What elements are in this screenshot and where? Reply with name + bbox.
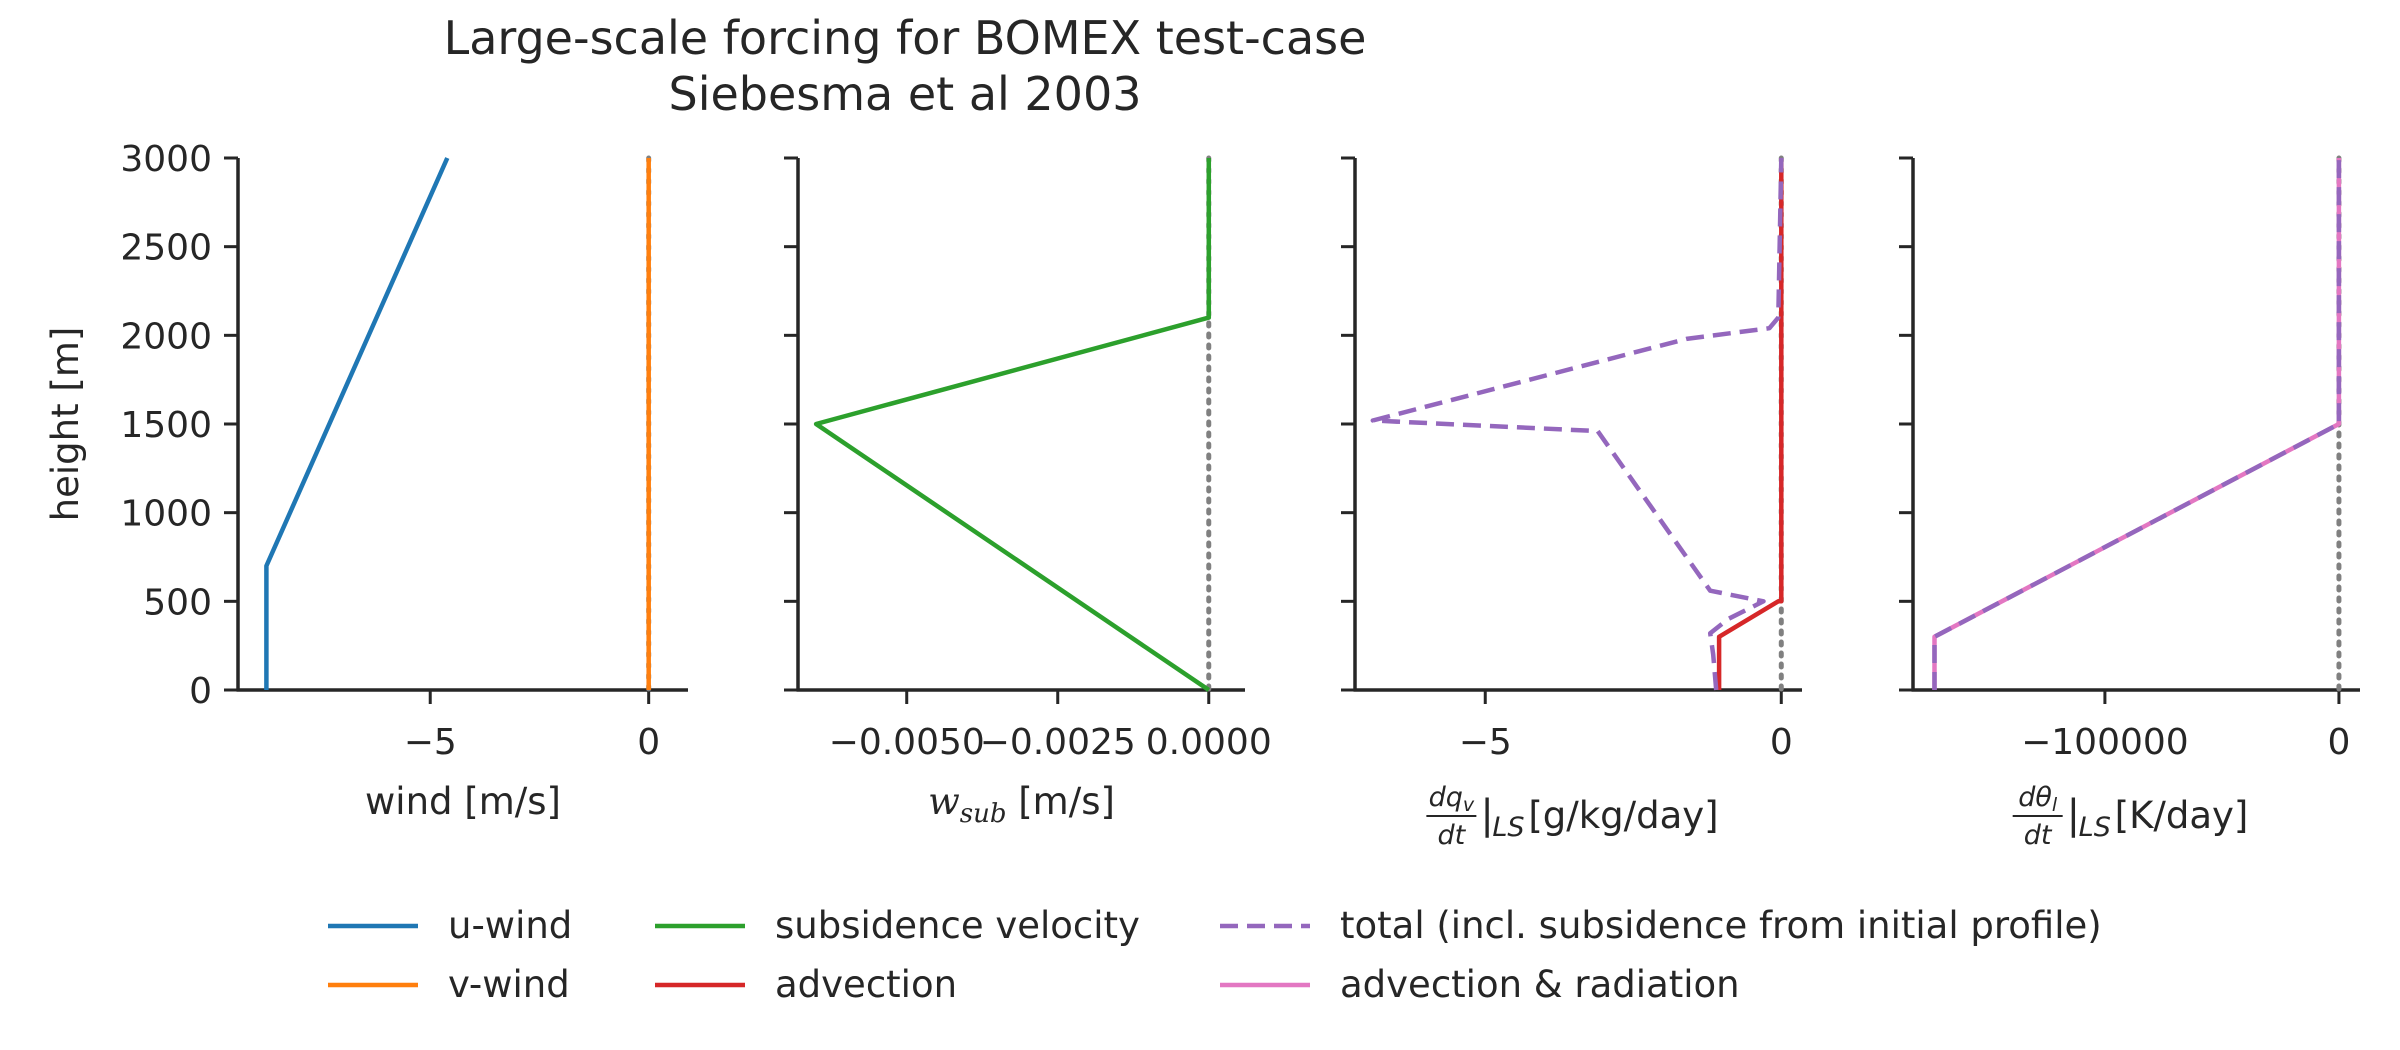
y-axis-label: height [m]: [44, 327, 87, 522]
series-line-advection: [1716, 158, 1784, 690]
svg-text:|: |: [1480, 792, 1493, 838]
svg-text:LS: LS: [1492, 812, 1524, 843]
x-axis-label: wsub [m/s]: [928, 780, 1115, 829]
legend-label: advection & radiation: [1340, 963, 1740, 1006]
figure-title-line-1: Large-scale forcing for BOMEX test-case: [444, 11, 1367, 65]
y-tick-label: 1500: [120, 405, 212, 446]
svg-text:LS: LS: [2079, 812, 2111, 843]
svg-text:dθl: dθl: [2018, 782, 2058, 816]
x-axis-label: wind [m/s]: [365, 780, 561, 823]
y-tick-label: 500: [143, 582, 212, 623]
legend-entry: v-wind: [328, 963, 570, 1006]
y-tick-label: 0: [189, 671, 212, 712]
legend-entry: advection: [655, 963, 957, 1006]
svg-text:[K/day]: [K/day]: [2115, 794, 2249, 837]
panel-4: −100000 0 dθl dt |LS [K/day]: [1899, 155, 2360, 851]
legend-entry: total (incl. subsidence from initial pro…: [1220, 904, 2102, 947]
x-tick-label: −5: [1459, 722, 1512, 763]
x-axis-label: dqv dt |LS [g/kg/day]: [1426, 782, 1719, 851]
svg-text:|: |: [2067, 792, 2080, 838]
legend: u-wind v-wind subsidence velocity advection…: [328, 904, 2102, 1006]
panel-3: −5 0 dqv dt |LS [g/kg/day]: [1341, 155, 1802, 851]
svg-text:dt: dt: [1438, 820, 1467, 851]
series-line-total-incl-subsidence-from-initial-profile: [1932, 158, 2342, 690]
y-tick-label: 3000: [120, 139, 212, 180]
series-line-advection-radiation: [1932, 158, 2342, 690]
legend-label: v-wind: [448, 963, 570, 1006]
legend-entry: advection & radiation: [1220, 963, 1740, 1006]
x-tick-label: −0.0025: [980, 722, 1136, 763]
panel-2: −0.0050−0.0025 0.0000 wsub [m/s]: [784, 155, 1272, 829]
svg-text:wsub [m/s]: wsub [m/s]: [928, 780, 1115, 829]
figure-title-line-2: Siebesma et al 2003: [669, 67, 1142, 121]
panel-1: 0 500 1000 1500 2000 2500 3000 −5 0 height [m] win…: [44, 139, 688, 823]
x-tick-label: 0.0000: [1146, 722, 1272, 763]
y-tick-label: 2000: [120, 316, 212, 357]
x-tick-label: 0: [637, 722, 660, 763]
legend-label: subsidence velocity: [775, 904, 1140, 947]
series-line-total-incl-subsidence-from-initial-profile: [1370, 157, 1784, 691]
svg-text:[g/kg/day]: [g/kg/day]: [1528, 794, 1718, 837]
legend-label: total (incl. subsidence from initial pro…: [1340, 904, 2102, 947]
svg-text:dqv: dqv: [1429, 782, 1475, 816]
y-tick-label: 1000: [120, 494, 212, 535]
series-line-u-wind: [264, 157, 450, 690]
y-tick-label: 2500: [120, 228, 212, 269]
legend-entry: subsidence velocity: [655, 904, 1140, 947]
x-tick-label: −5: [404, 722, 457, 763]
series-line-subsidence-velocity: [813, 158, 1212, 692]
legend-entry: u-wind: [328, 904, 572, 947]
svg-text:dt: dt: [2024, 820, 2053, 851]
x-tick-label: 0: [2327, 722, 2350, 763]
legend-label: advection: [775, 963, 957, 1006]
x-tick-label: −0.0050: [829, 722, 985, 763]
x-tick-label: 0: [1770, 722, 1793, 763]
x-tick-label: −100000: [2021, 722, 2189, 763]
legend-label: u-wind: [448, 904, 572, 947]
x-axis-label: dθl dt |LS [K/day]: [2012, 782, 2249, 851]
